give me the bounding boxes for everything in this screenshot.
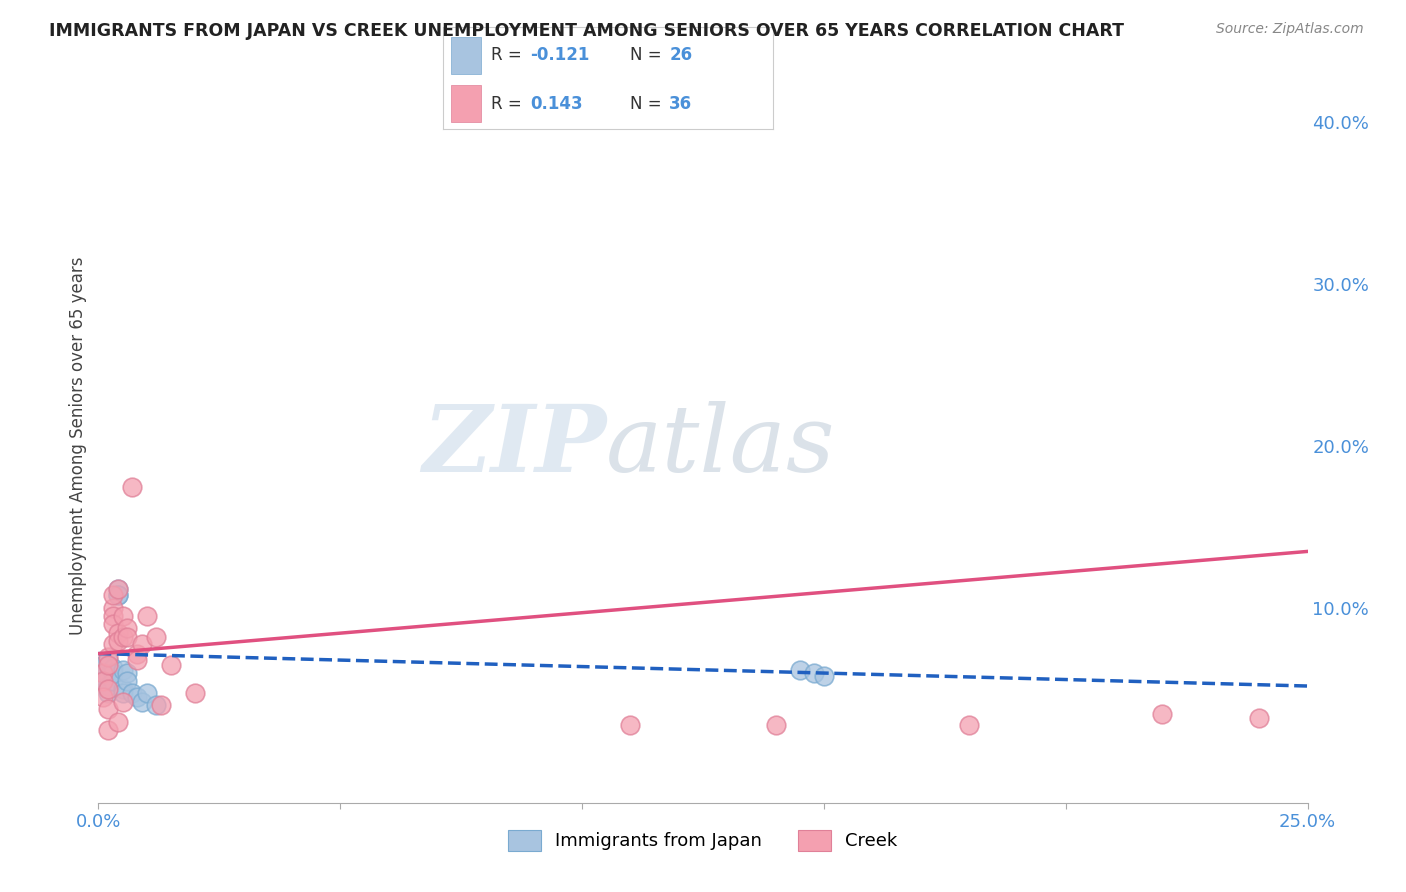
Point	[107, 588, 129, 602]
Point	[957, 718, 980, 732]
Point	[91, 666, 114, 681]
Point	[101, 609, 124, 624]
Point	[135, 685, 157, 699]
Point	[97, 685, 120, 699]
Point	[97, 649, 120, 664]
Point	[145, 631, 167, 645]
Point	[101, 674, 124, 689]
Point	[107, 588, 129, 602]
Text: 26: 26	[669, 46, 692, 64]
Point	[91, 674, 114, 689]
Point	[97, 653, 120, 667]
Text: -0.121: -0.121	[530, 46, 591, 64]
Point	[160, 657, 183, 672]
Point	[789, 663, 811, 677]
Point	[150, 698, 173, 713]
Text: R =: R =	[491, 95, 527, 112]
Point	[97, 657, 120, 672]
Point	[117, 621, 139, 635]
Text: N =: N =	[630, 95, 666, 112]
Point	[91, 674, 114, 689]
Point	[101, 637, 124, 651]
Point	[97, 682, 120, 697]
Point	[135, 609, 157, 624]
Point	[107, 625, 129, 640]
Point	[117, 631, 139, 645]
Text: atlas: atlas	[606, 401, 835, 491]
Text: 36: 36	[669, 95, 692, 112]
Point	[131, 695, 153, 709]
Text: ZIP: ZIP	[422, 401, 606, 491]
Point	[127, 647, 149, 661]
Point	[111, 609, 134, 624]
Point	[121, 479, 143, 493]
Point	[97, 669, 120, 683]
Point	[1152, 706, 1174, 721]
Point	[117, 666, 139, 681]
Point	[127, 653, 149, 667]
Point	[91, 657, 114, 672]
Point	[111, 663, 134, 677]
Point	[107, 582, 129, 596]
Point	[765, 718, 787, 732]
Point	[117, 674, 139, 689]
Point	[97, 723, 120, 737]
Point	[101, 617, 124, 632]
FancyBboxPatch shape	[451, 86, 481, 122]
Point	[121, 685, 143, 699]
Point	[101, 666, 124, 681]
Point	[97, 679, 120, 693]
Point	[131, 637, 153, 651]
Point	[111, 695, 134, 709]
Point	[97, 702, 120, 716]
Point	[111, 631, 134, 645]
Point	[619, 718, 641, 732]
Text: 0.143: 0.143	[530, 95, 583, 112]
Point	[813, 669, 835, 683]
Point	[111, 682, 134, 697]
Point	[101, 661, 124, 675]
Point	[803, 666, 825, 681]
Point	[91, 690, 114, 705]
Point	[107, 582, 129, 596]
Point	[184, 685, 207, 699]
Text: IMMIGRANTS FROM JAPAN VS CREEK UNEMPLOYMENT AMONG SENIORS OVER 65 YEARS CORRELAT: IMMIGRANTS FROM JAPAN VS CREEK UNEMPLOYM…	[49, 22, 1125, 40]
Text: N =: N =	[630, 46, 666, 64]
FancyBboxPatch shape	[451, 37, 481, 74]
Text: Source: ZipAtlas.com: Source: ZipAtlas.com	[1216, 22, 1364, 37]
Y-axis label: Unemployment Among Seniors over 65 years: Unemployment Among Seniors over 65 years	[69, 257, 87, 635]
Point	[107, 714, 129, 729]
Point	[1249, 711, 1271, 725]
Point	[145, 698, 167, 713]
Legend: Immigrants from Japan, Creek: Immigrants from Japan, Creek	[501, 822, 905, 858]
Point	[101, 601, 124, 615]
Point	[107, 633, 129, 648]
Point	[91, 666, 114, 681]
Text: R =: R =	[491, 46, 527, 64]
Point	[101, 588, 124, 602]
Point	[127, 690, 149, 705]
Point	[111, 685, 134, 699]
